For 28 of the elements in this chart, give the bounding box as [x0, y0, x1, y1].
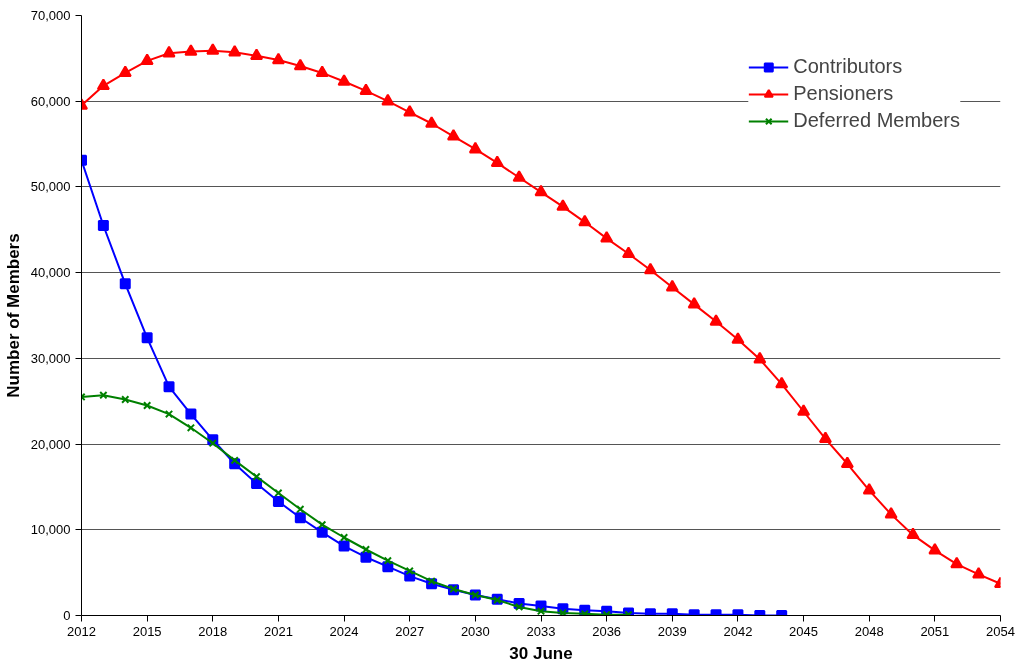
x-tick-label: 2045 — [789, 623, 819, 639]
y-tick-label: 30,000 — [30, 350, 71, 366]
x-tick-label: 2024 — [329, 623, 359, 639]
x-tick-label: 2021 — [263, 623, 293, 639]
x-tick-label: 2036 — [592, 623, 622, 639]
y-tick-label: 50,000 — [30, 179, 71, 195]
x-tick-label: 2039 — [657, 623, 687, 639]
x-tick-label: 2054 — [986, 623, 1015, 639]
y-axis-title: Number of Members — [3, 233, 23, 398]
x-tick-label: 2027 — [395, 623, 425, 639]
y-tick-label: 0 — [63, 608, 71, 623]
x-tick-label: 2051 — [920, 623, 950, 639]
x-axis-title: 30 June — [509, 643, 573, 663]
y-tick-label: 20,000 — [30, 436, 71, 452]
x-tick-label: 2033 — [526, 623, 556, 639]
x-tick-label: 2048 — [854, 623, 884, 639]
y-tick-label: 70,000 — [30, 8, 71, 23]
legend-label: Contributors — [793, 55, 903, 78]
x-tick-label: 2012 — [67, 623, 96, 639]
y-tick-label: 40,000 — [30, 265, 71, 281]
legend-label: Pensioners — [793, 82, 894, 105]
y-tick-label: 60,000 — [30, 93, 71, 109]
legend-label: Deferred Members — [793, 109, 960, 132]
x-tick-label: 2030 — [460, 623, 490, 639]
y-tick-label: 10,000 — [30, 522, 71, 538]
x-tick-label: 2042 — [723, 623, 753, 639]
x-tick-label: 2018 — [198, 623, 228, 639]
x-tick-label: 2015 — [132, 623, 162, 639]
